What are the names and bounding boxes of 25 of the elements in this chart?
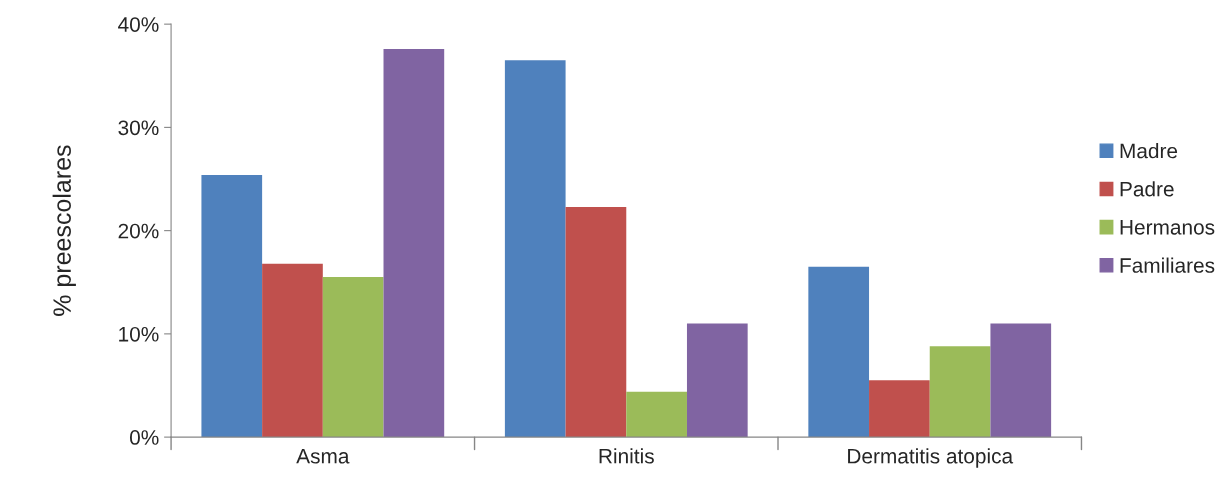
y-tick-label: 40% [118, 17, 159, 32]
bar [504, 60, 566, 438]
legend-label: Hermanos [1120, 220, 1215, 235]
bar [383, 48, 445, 438]
legend-label: Familiares [1120, 257, 1215, 273]
y-tick-label: 30% [118, 120, 159, 136]
y-axis-title: % preescolares [52, 145, 76, 316]
bar [322, 277, 384, 438]
y-tick-label: 0% [129, 430, 159, 445]
bar [808, 266, 870, 438]
legend-label: Madre [1120, 143, 1178, 159]
bar [565, 206, 627, 438]
bar [201, 174, 263, 438]
x-tick-label: Rinitis [599, 448, 654, 464]
x-tick-label: Dermatitis atopica [848, 448, 1014, 468]
x-tick-label: Asma [296, 448, 350, 464]
legend-label: Padre [1120, 181, 1174, 197]
bar [990, 323, 1052, 438]
bar [869, 380, 930, 438]
bar [686, 323, 748, 438]
y-tick-label: 10% [119, 326, 159, 342]
bar [262, 263, 323, 438]
y-tick-label: 20% [118, 223, 159, 239]
bar [929, 346, 991, 438]
bar [626, 391, 687, 438]
